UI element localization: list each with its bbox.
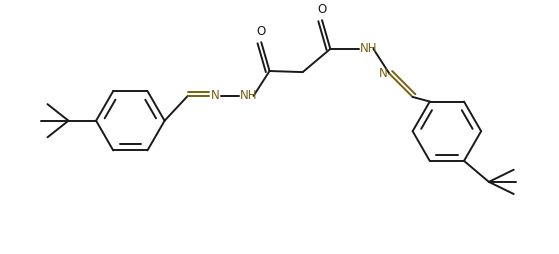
Text: NH: NH xyxy=(240,89,258,102)
Text: O: O xyxy=(318,3,326,16)
Text: N: N xyxy=(378,67,387,80)
Text: O: O xyxy=(257,25,266,38)
Text: N: N xyxy=(211,89,220,102)
Text: NH: NH xyxy=(360,42,378,55)
